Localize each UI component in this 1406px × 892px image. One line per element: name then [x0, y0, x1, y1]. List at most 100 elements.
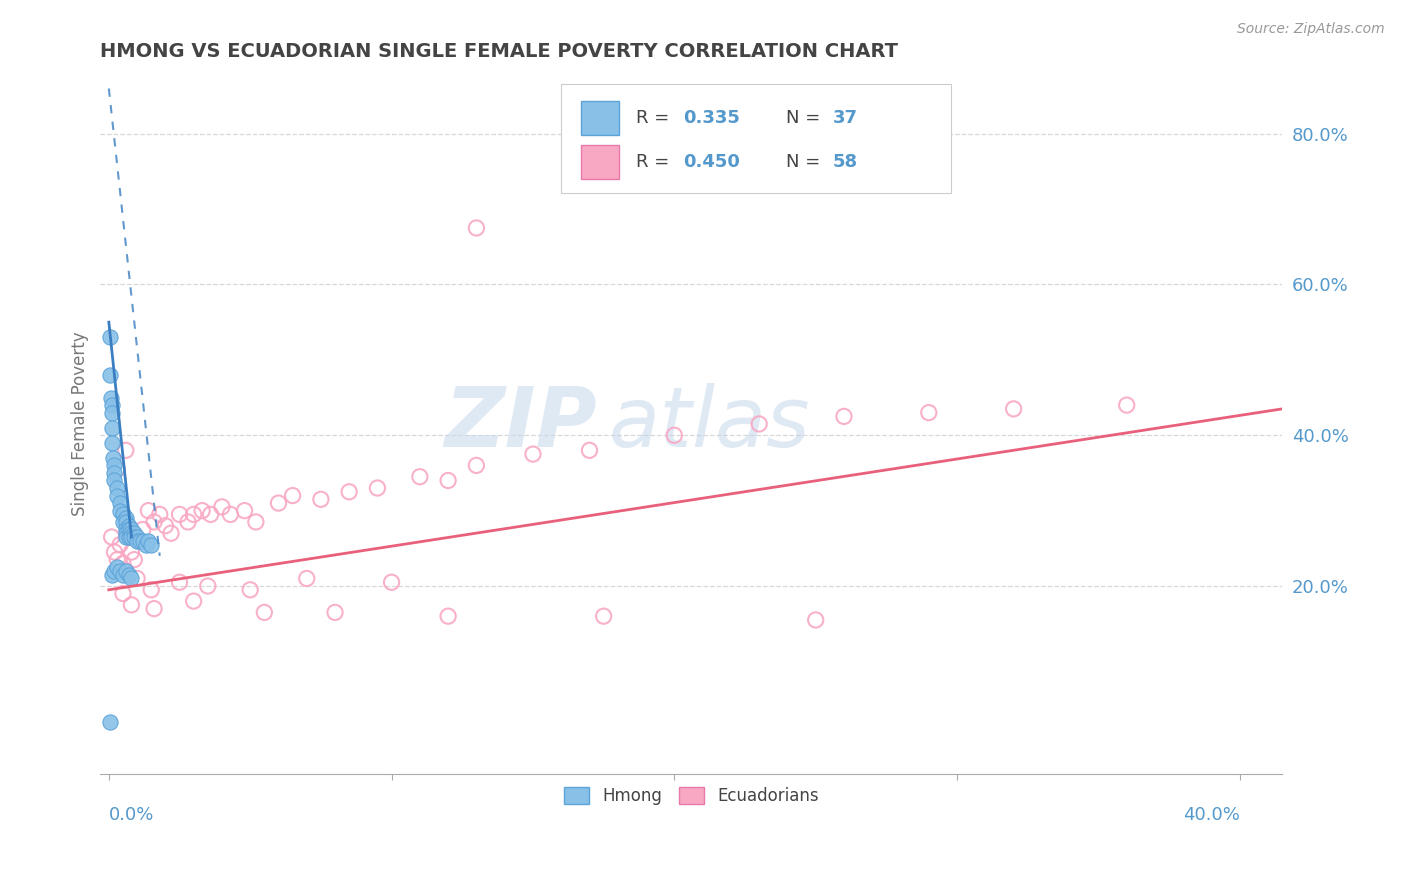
Point [437, 474, 460, 488]
Point [100, 567, 122, 582]
Point [522, 447, 544, 461]
Point [111, 508, 134, 522]
Point [160, 526, 183, 541]
Point [141, 537, 163, 551]
Point [169, 508, 191, 522]
Point [114, 530, 136, 544]
Point [141, 582, 163, 597]
Point [111, 567, 134, 582]
Point [105, 489, 128, 503]
Point [100, 420, 122, 434]
Point [143, 601, 166, 615]
Point [245, 515, 267, 529]
Point [120, 523, 142, 537]
FancyBboxPatch shape [581, 102, 619, 135]
Point [409, 469, 432, 483]
Point [111, 557, 134, 571]
Point [143, 515, 166, 529]
Text: 37: 37 [834, 110, 858, 128]
Point [323, 606, 346, 620]
Text: 40.0%: 40.0% [1182, 806, 1240, 824]
Text: 58: 58 [834, 153, 858, 170]
Point [100, 391, 122, 405]
Point [169, 575, 191, 590]
Point [120, 545, 142, 559]
Point [98, 714, 121, 729]
Point [117, 518, 139, 533]
Point [135, 537, 157, 551]
Point [233, 503, 256, 517]
Point [138, 533, 160, 548]
Point [138, 503, 160, 517]
Point [124, 526, 146, 541]
Point [177, 515, 200, 529]
Point [127, 572, 149, 586]
Point [105, 560, 128, 574]
Point [437, 609, 460, 624]
Point [465, 458, 488, 473]
Point [381, 575, 404, 590]
Text: R =: R = [636, 110, 675, 128]
Point [200, 508, 222, 522]
Point [114, 443, 136, 458]
Point [1115, 398, 1137, 412]
Point [918, 406, 941, 420]
Text: R =: R = [636, 153, 675, 170]
Text: N =: N = [786, 110, 825, 128]
Point [832, 409, 855, 424]
Point [366, 481, 388, 495]
Point [211, 500, 233, 514]
Point [103, 564, 125, 578]
Point [105, 552, 128, 566]
Point [111, 515, 134, 529]
Point [100, 406, 122, 420]
Text: 0.450: 0.450 [683, 153, 740, 170]
Point [155, 518, 177, 533]
Point [578, 443, 600, 458]
Point [664, 428, 686, 442]
Point [98, 330, 121, 344]
Point [108, 537, 131, 551]
Point [197, 579, 219, 593]
Text: N =: N = [786, 153, 825, 170]
Point [100, 398, 122, 412]
Point [183, 508, 205, 522]
Point [117, 523, 139, 537]
Point [114, 511, 136, 525]
Point [253, 606, 276, 620]
Point [127, 533, 149, 548]
Point [117, 567, 139, 582]
Text: ZIP: ZIP [444, 384, 596, 465]
Point [120, 572, 142, 586]
Point [465, 221, 488, 235]
Text: HMONG VS ECUADORIAN SINGLE FEMALE POVERTY CORRELATION CHART: HMONG VS ECUADORIAN SINGLE FEMALE POVERT… [100, 42, 898, 61]
Y-axis label: Single Female Poverty: Single Female Poverty [72, 332, 89, 516]
Point [592, 609, 614, 624]
Point [114, 526, 136, 541]
Point [337, 484, 360, 499]
Point [108, 564, 131, 578]
Point [748, 417, 770, 431]
Point [183, 594, 205, 608]
Point [98, 368, 121, 382]
Point [191, 503, 214, 517]
Point [295, 572, 318, 586]
Point [103, 466, 125, 480]
Point [120, 598, 142, 612]
Point [111, 586, 134, 600]
Point [124, 552, 146, 566]
FancyBboxPatch shape [581, 145, 619, 178]
Point [281, 489, 304, 503]
Point [120, 526, 142, 541]
Point [105, 462, 128, 476]
Point [132, 533, 155, 548]
Point [108, 503, 131, 517]
Point [129, 533, 152, 548]
Point [219, 508, 242, 522]
Point [108, 496, 131, 510]
Point [309, 492, 332, 507]
Point [239, 582, 262, 597]
Text: atlas: atlas [609, 384, 810, 465]
Point [804, 613, 827, 627]
Point [114, 564, 136, 578]
